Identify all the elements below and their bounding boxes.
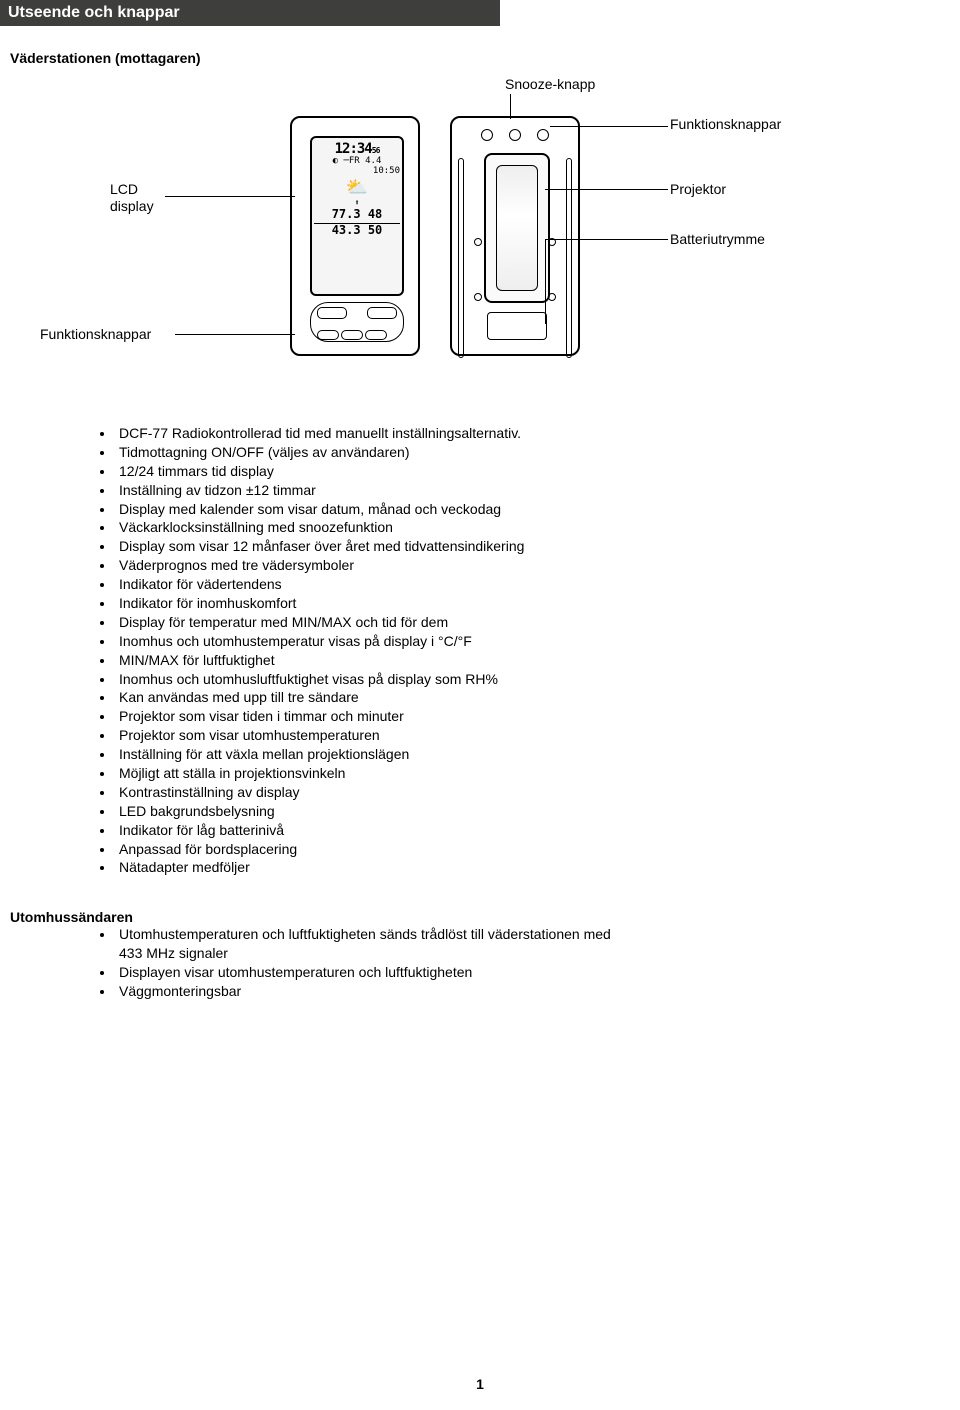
front-button-cluster [310,302,404,342]
feature-item: 12/24 timmars tid display [115,462,960,481]
callout-funkbtns2: Funktionsknappar [40,326,151,342]
heading-receiver: Väderstationen (mottagaren) [10,50,960,66]
feature-item: Display som visar 12 månfaser över året … [115,537,960,556]
callout-lcd2: display [110,198,154,214]
back-dot-3 [474,293,482,301]
feature-item: Projektor som visar utomhustemperaturen [115,726,960,745]
callout-funkbtns: Funktionsknappar [670,116,781,132]
callout-lcd1: LCD [110,181,138,197]
line-lcd [165,196,295,197]
feature-item: Nätadapter medföljer [115,858,960,877]
device-back [450,116,580,356]
line-funkbtns2 [175,334,295,335]
side-slot-right [566,158,572,358]
feature-item: Anpassad för bordsplacering [115,840,960,859]
line-battery-v [545,239,546,324]
page-number: 1 [0,1376,960,1392]
callout-projektor: Projektor [670,181,726,197]
feature-item: Projektor som visar tiden i timmar och m… [115,707,960,726]
projector-lens [484,153,550,303]
feature-item: Inställning för att växla mellan projekt… [115,745,960,764]
feature-item: Inomhus och utomhusluftfuktighet visas p… [115,670,960,689]
feature-item: Kontrastinställning av display [115,783,960,802]
feature-item: Kan användas med upp till tre sändare [115,688,960,707]
device-diagram: 12:3456 ◐ ─FR 4.4 10:50 ⛅ ⬆ 77.3 48 43.3… [10,76,960,406]
line-projektor [545,189,668,190]
feature-item: Väckarklocksinställning med snoozefunkti… [115,518,960,537]
line-funkbtns [550,126,668,127]
feature-item: Tidmottagning ON/OFF (väljes av användar… [115,443,960,462]
sender-item: Displayen visar utomhustemperaturen och … [115,963,635,982]
line-snooze [510,94,511,119]
page-content: Väderstationen (mottagaren) 12:3456 ◐ ─F… [0,50,960,1001]
battery-compartment [487,312,547,340]
feature-item: Indikator för låg batterinivå [115,821,960,840]
feature-item: Väderprognos med tre vädersymboler [115,556,960,575]
sender-item: Utomhustemperaturen och luftfuktigheten … [115,925,635,963]
title-bar: Utseende och knappar [0,0,500,26]
feature-item: DCF-77 Radiokontrollerad tid med manuell… [115,424,960,443]
back-dot-1 [474,238,482,246]
line-battery-h [545,239,668,240]
feature-item: Inomhus och utomhustemperatur visas på d… [115,632,960,651]
feature-item: MIN/MAX för luftfuktighet [115,651,960,670]
lcd-screen: 12:3456 ◐ ─FR 4.4 10:50 ⛅ ⬆ 77.3 48 43.3… [310,136,404,296]
feature-item: Display med kalender som visar datum, må… [115,500,960,519]
features-list: DCF-77 Radiokontrollerad tid med manuell… [115,424,960,877]
callout-snooze: Snooze-knapp [505,76,595,92]
feature-item: Indikator för vädertendens [115,575,960,594]
feature-item: LED bakgrundsbelysning [115,802,960,821]
heading-sender: Utomhussändaren [10,909,960,925]
feature-item: Möjligt att ställa in projektionsvinkeln [115,764,960,783]
device-front: 12:3456 ◐ ─FR 4.4 10:50 ⛅ ⬆ 77.3 48 43.3… [290,116,420,356]
side-slot-left [458,158,464,358]
sender-item: Väggmonteringsbar [115,982,635,1001]
back-dot-4 [548,293,556,301]
callout-battery: Batteriutrymme [670,231,765,247]
feature-item: Display för temperatur med MIN/MAX och t… [115,613,960,632]
feature-item: Inställning av tidzon ±12 timmar [115,481,960,500]
feature-item: Indikator för inomhuskomfort [115,594,960,613]
title-text: Utseende och knappar [8,4,180,21]
sender-list: Utomhustemperaturen och luftfuktigheten … [115,925,635,1001]
top-buttons [452,128,578,146]
